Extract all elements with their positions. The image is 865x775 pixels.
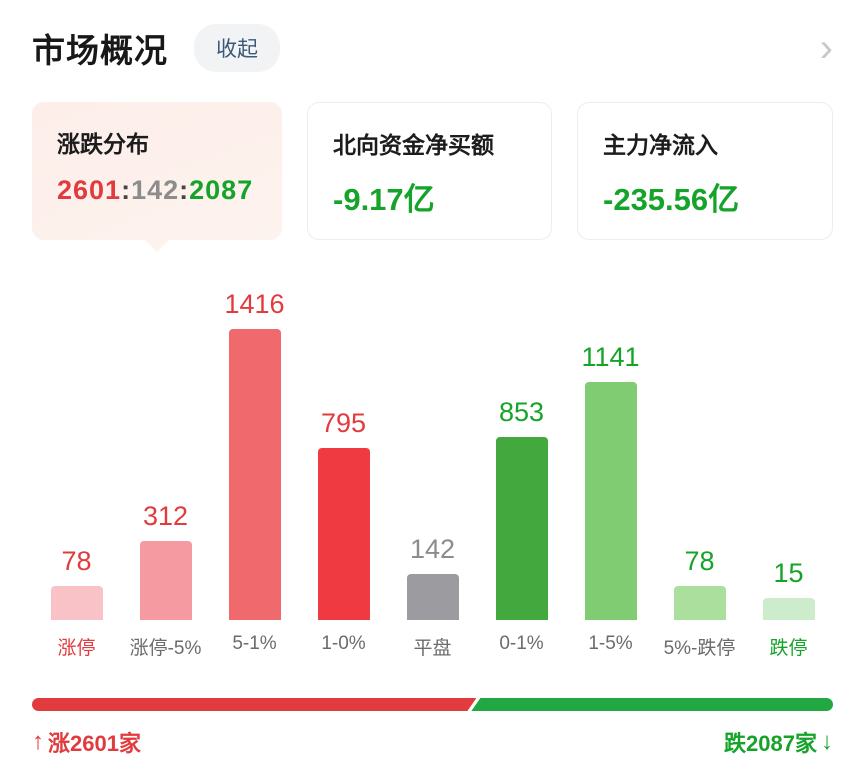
chart-column: 142 [388, 280, 477, 620]
bar [762, 598, 815, 620]
distribution-chart: 78 312 1416 795 142 853 1141 78 15 涨停 涨停-5% 5-1% 1-… [32, 280, 833, 660]
card-pointer [144, 239, 170, 252]
chart-column: 78 [32, 280, 121, 620]
down-count: 2087 [189, 175, 254, 205]
summary-cards: 涨跌分布 2601:142:2087 北向资金净买额 -9.17亿 主力净流入 … [32, 102, 833, 252]
header: 市场概况 收起 › [32, 24, 833, 72]
chart-category-labels: 涨停 涨停-5% 5-1% 1-0% 平盘 0-1% 1-5% 5%-跌停 跌停 [32, 633, 833, 660]
main-inflow-value: -235.56亿 [603, 182, 740, 217]
card-distribution-title: 涨跌分布 [57, 131, 149, 157]
up-down-meter [32, 698, 833, 711]
category-label: 1-0% [321, 633, 366, 654]
chart-column: 853 [477, 280, 566, 620]
meter-down-segment [471, 698, 833, 711]
page-title: 市场概况 [32, 32, 168, 69]
northbound-value: -9.17亿 [333, 182, 435, 217]
chart-column: 15 [744, 280, 833, 620]
category-label: 跌停 [769, 638, 808, 659]
category-label: 1-5% [588, 633, 633, 654]
category-label: 0-1% [499, 633, 544, 654]
category-label: 涨停-5% [129, 638, 202, 659]
category-label: 平盘 [413, 638, 452, 659]
card-northbound-title: 北向资金净买额 [333, 132, 494, 158]
distribution-values: 2601:142:2087 [57, 175, 257, 206]
card-northbound[interactable]: 北向资金净买额 -9.17亿 [307, 102, 552, 240]
bar-chart: 78 312 1416 795 142 853 1141 78 15 [32, 280, 833, 620]
bar [50, 586, 103, 620]
flat-count: 142 [131, 175, 180, 205]
up-total-text: 涨2601家 [48, 731, 141, 756]
category-label: 5-1% [232, 633, 277, 654]
category-label: 5%-跌停 [663, 638, 736, 659]
footer: ↑ 涨2601家 跌2087家 ↓ [32, 698, 833, 758]
bar [495, 437, 548, 620]
card-distribution[interactable]: 涨跌分布 2601:142:2087 [32, 102, 282, 252]
card-main-inflow-title: 主力净流入 [603, 132, 718, 158]
up-count: 2601 [57, 175, 122, 205]
bar-value-label: 1141 [581, 342, 640, 372]
card-main-inflow[interactable]: 主力净流入 -235.56亿 [577, 102, 833, 240]
bar [317, 448, 370, 620]
bar [584, 382, 637, 620]
chart-column: 795 [299, 280, 388, 620]
chart-column: 78 [655, 280, 744, 620]
bar [228, 329, 281, 620]
bar-value-label: 853 [498, 397, 545, 427]
bar [673, 586, 726, 620]
separator-colon: : [121, 175, 132, 205]
category-label: 涨停 [57, 638, 96, 659]
bar-value-label: 1416 [224, 289, 285, 319]
chart-column: 1416 [210, 280, 299, 620]
down-total-text: 跌2087家 [724, 731, 817, 756]
bar-value-label: 78 [61, 546, 92, 576]
down-arrow-icon: ↓ [821, 728, 833, 755]
up-arrow-icon: ↑ [32, 728, 44, 755]
bar-value-label: 15 [773, 558, 804, 588]
down-total: 跌2087家 ↓ [724, 726, 833, 758]
footer-labels: ↑ 涨2601家 跌2087家 ↓ [32, 726, 833, 758]
chart-column: 312 [121, 280, 210, 620]
separator-colon: : [179, 175, 190, 205]
chevron-right-icon[interactable]: › [819, 26, 833, 70]
bar-value-label: 312 [142, 501, 189, 531]
bar [406, 574, 459, 620]
meter-up-segment [32, 698, 476, 711]
bar-value-label: 78 [684, 546, 715, 576]
chart-column: 1141 [566, 280, 655, 620]
bar [139, 541, 192, 620]
bar-value-label: 142 [409, 534, 456, 564]
up-total: ↑ 涨2601家 [32, 726, 141, 758]
collapse-button[interactable]: 收起 [194, 24, 280, 72]
bar-value-label: 795 [320, 408, 367, 438]
